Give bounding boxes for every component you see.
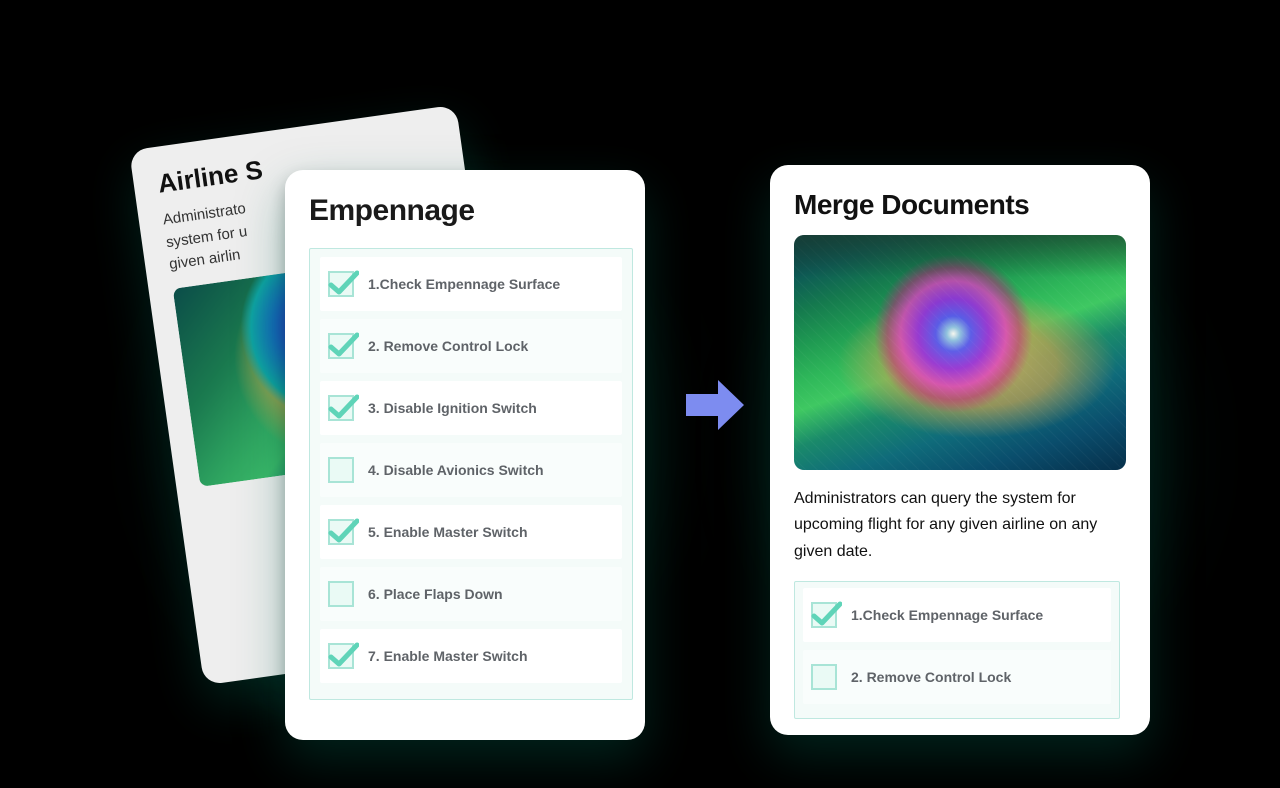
checkbox-icon[interactable] bbox=[328, 581, 354, 607]
check-item[interactable]: 1.Check Empennage Surface bbox=[803, 588, 1111, 642]
checkbox-icon[interactable] bbox=[328, 519, 354, 545]
checkbox-icon[interactable] bbox=[811, 664, 837, 690]
checkbox-icon[interactable] bbox=[328, 271, 354, 297]
check-label: 1.Check Empennage Surface bbox=[368, 276, 560, 292]
right-card-title: Merge Documents bbox=[794, 189, 1126, 221]
card-merge-documents: Merge Documents Administrators can query… bbox=[770, 165, 1150, 735]
check-label: 6. Place Flaps Down bbox=[368, 586, 503, 602]
stage: Airline S Administrato system for u give… bbox=[0, 0, 1280, 788]
checkbox-icon[interactable] bbox=[811, 602, 837, 628]
checkbox-icon[interactable] bbox=[328, 643, 354, 669]
right-card-desc: Administrators can query the system for … bbox=[794, 486, 1126, 565]
check-item[interactable]: 1.Check Empennage Surface bbox=[320, 257, 622, 311]
check-item[interactable]: 7. Enable Master Switch bbox=[320, 629, 622, 683]
checkbox-icon[interactable] bbox=[328, 457, 354, 483]
check-label: 2. Remove Control Lock bbox=[851, 669, 1011, 685]
checkbox-icon[interactable] bbox=[328, 333, 354, 359]
check-label: 1.Check Empennage Surface bbox=[851, 607, 1043, 623]
check-label: 4. Disable Avionics Switch bbox=[368, 462, 544, 478]
check-item[interactable]: 2. Remove Control Lock bbox=[803, 650, 1111, 704]
check-label: 3. Disable Ignition Switch bbox=[368, 400, 537, 416]
card-empennage: Empennage 1.Check Empennage Surface 2. R… bbox=[285, 170, 645, 740]
check-label: 7. Enable Master Switch bbox=[368, 648, 528, 664]
front-card-title: Empennage bbox=[309, 194, 639, 228]
back-desc-line: given airlin bbox=[168, 246, 241, 273]
check-item[interactable]: 4. Disable Avionics Switch bbox=[320, 443, 622, 497]
check-item[interactable]: 6. Place Flaps Down bbox=[320, 567, 622, 621]
weather-map-large bbox=[794, 235, 1126, 470]
check-label: 5. Enable Master Switch bbox=[368, 524, 528, 540]
check-item[interactable]: 3. Disable Ignition Switch bbox=[320, 381, 622, 435]
check-item[interactable]: 2. Remove Control Lock bbox=[320, 319, 622, 373]
checklist-empennage: 1.Check Empennage Surface 2. Remove Cont… bbox=[309, 248, 633, 700]
check-label: 2. Remove Control Lock bbox=[368, 338, 528, 354]
merge-arrow-icon bbox=[680, 370, 750, 440]
checkbox-icon[interactable] bbox=[328, 395, 354, 421]
checklist-merged: 1.Check Empennage Surface 2. Remove Cont… bbox=[794, 581, 1120, 719]
check-item[interactable]: 5. Enable Master Switch bbox=[320, 505, 622, 559]
